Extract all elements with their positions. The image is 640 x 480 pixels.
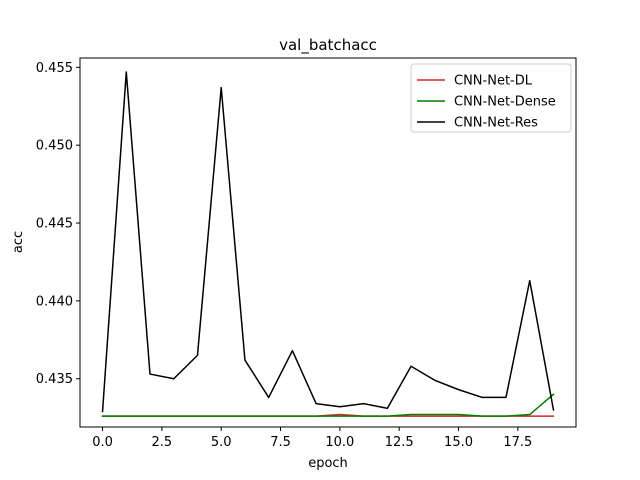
y-tick-label: 0.440	[36, 294, 73, 309]
chart-title: val_batchacc	[279, 36, 377, 55]
x-axis-label: epoch	[308, 456, 348, 471]
x-tick-label: 0.0	[92, 435, 113, 450]
legend-label: CNN-Net-DL	[454, 74, 533, 89]
x-tick-label: 10.0	[325, 435, 354, 450]
y-axis-label: acc	[11, 231, 26, 253]
y-tick-label: 0.445	[36, 217, 73, 232]
x-tick-label: 12.5	[385, 435, 414, 450]
x-tick-label: 5.0	[211, 435, 232, 450]
series-line-2	[101, 71, 555, 413]
y-tick-label: 0.455	[36, 61, 73, 76]
series-line-1	[101, 393, 555, 417]
legend: CNN-Net-DL CNN-Net-Dense CNN-Net-Res	[410, 63, 572, 133]
legend-label: CNN-Net-Res	[454, 116, 538, 131]
series-lines	[101, 71, 555, 417]
x-tick-label: 15.0	[444, 435, 473, 450]
x-axis: 0.0 2.5 5.0 7.5 10.0 12.5 15.0 17.5	[92, 427, 532, 450]
x-tick-label: 17.5	[503, 435, 532, 450]
y-axis: 0.435 0.440 0.445 0.450 0.455	[36, 61, 80, 387]
y-tick-label: 0.435	[36, 372, 73, 387]
legend-box	[410, 63, 572, 133]
legend-label: CNN-Net-Dense	[454, 95, 556, 110]
y-tick-label: 0.450	[36, 139, 73, 154]
x-tick-label: 7.5	[270, 435, 291, 450]
x-tick-label: 2.5	[152, 435, 173, 450]
axes-frame	[79, 57, 577, 428]
